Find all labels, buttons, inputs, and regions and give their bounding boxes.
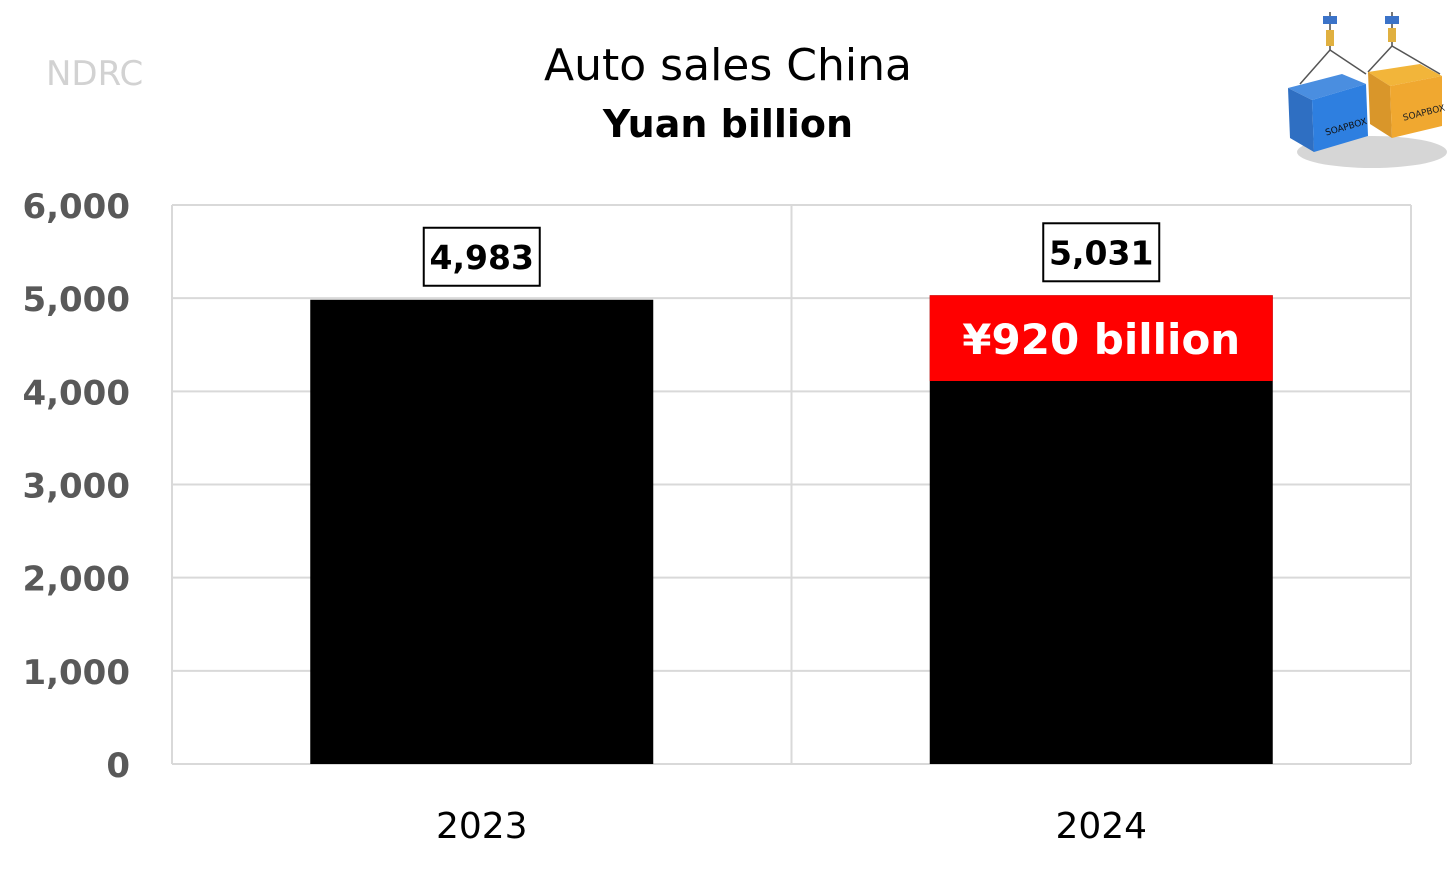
y-tick-label: 2,000 xyxy=(22,560,130,600)
y-tick-label: 1,000 xyxy=(22,653,130,693)
highlight-segment xyxy=(929,295,1273,381)
highlight-label: ¥920 billion xyxy=(962,315,1240,364)
data-label: 5,031 xyxy=(1049,233,1153,272)
y-tick-label: 0 xyxy=(106,746,130,786)
chart-subtitle: Yuan billion xyxy=(602,102,854,146)
x-tick-label: 2023 xyxy=(436,806,528,847)
data-label: 4,983 xyxy=(430,238,534,277)
chart-title: Auto sales China xyxy=(544,40,912,91)
data-label-box xyxy=(422,226,541,287)
y-tick-label: 4,000 xyxy=(22,373,130,413)
source-label: NDRC xyxy=(46,54,144,94)
data-label-box xyxy=(1042,222,1161,283)
y-tick-label: 5,000 xyxy=(22,280,130,320)
x-tick-label: 2024 xyxy=(1055,806,1147,847)
shipping-containers-soapbox-icon: SOAPBOX SOAPBOX xyxy=(1288,12,1447,168)
y-tick-label: 3,000 xyxy=(22,467,130,507)
y-tick-label: 6,000 xyxy=(22,187,130,227)
bar xyxy=(310,299,654,764)
